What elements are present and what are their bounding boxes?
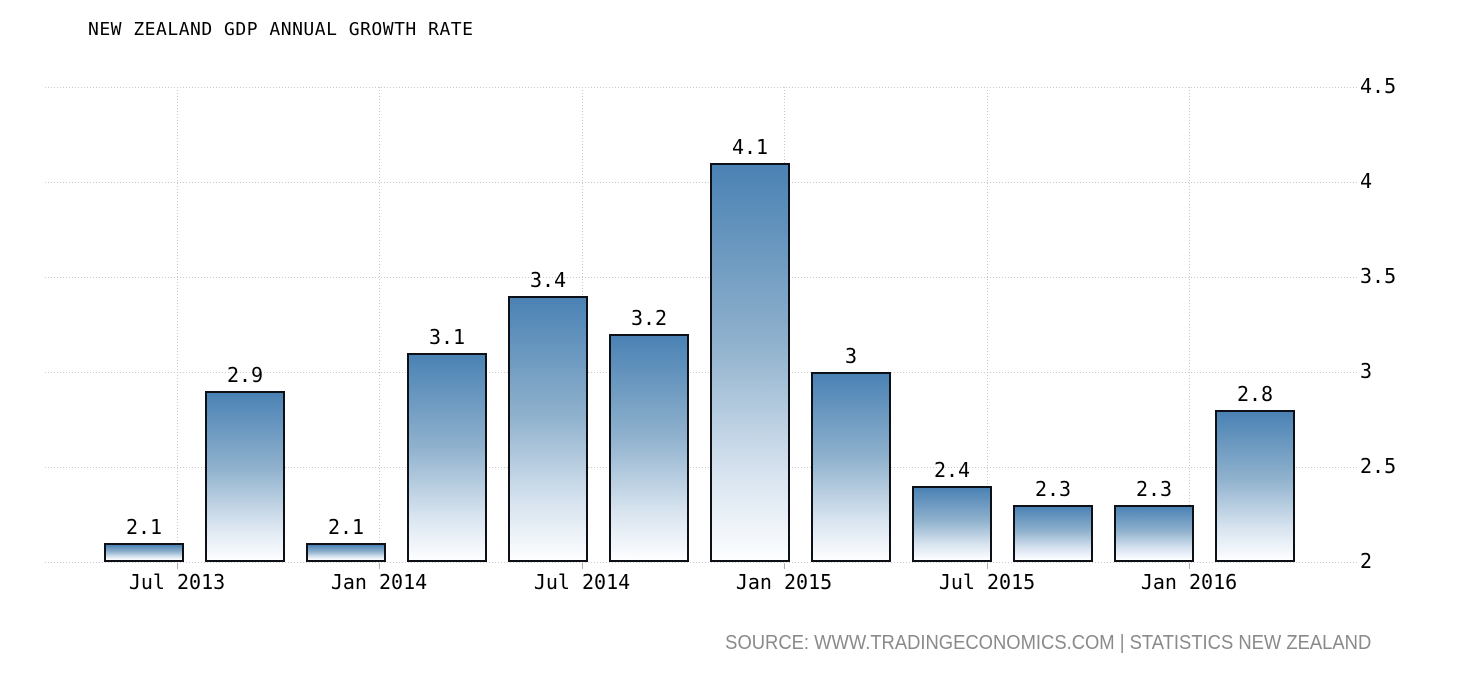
vertical-gridline bbox=[379, 87, 380, 563]
bar-value-label: 2.1 bbox=[327, 515, 365, 539]
x-axis-tick-label: Jul 2013 bbox=[128, 570, 226, 594]
bar bbox=[306, 543, 386, 562]
x-axis-tick bbox=[379, 563, 380, 569]
x-axis-tick-label: Jan 2016 bbox=[1140, 570, 1238, 594]
bar bbox=[710, 163, 790, 562]
bar bbox=[407, 353, 487, 562]
bar bbox=[912, 486, 992, 562]
y-axis-tick-label: 2.5 bbox=[1360, 454, 1397, 478]
y-axis-tick-label: 4 bbox=[1360, 169, 1373, 193]
x-axis-tick bbox=[582, 563, 583, 569]
x-axis-tick bbox=[177, 563, 178, 569]
bar-value-label: 2.3 bbox=[1135, 477, 1173, 501]
x-axis-tick-label: Jul 2015 bbox=[938, 570, 1036, 594]
bar-value-label: 2.1 bbox=[125, 515, 163, 539]
bar bbox=[1215, 410, 1295, 562]
bar bbox=[508, 296, 588, 562]
chart-title: NEW ZEALAND GDP ANNUAL GROWTH RATE bbox=[88, 19, 474, 40]
y-axis-tick-label: 3.5 bbox=[1360, 264, 1397, 288]
bar bbox=[811, 372, 891, 562]
vertical-gridline bbox=[177, 87, 178, 563]
x-axis-tick-label: Jan 2015 bbox=[735, 570, 833, 594]
bar-value-label: 2.8 bbox=[1236, 382, 1274, 406]
y-axis-tick-label: 4.5 bbox=[1360, 74, 1397, 98]
horizontal-gridline bbox=[45, 182, 1357, 183]
bar-value-label: 2.9 bbox=[226, 363, 264, 387]
x-axis-tick-label: Jan 2014 bbox=[330, 570, 428, 594]
bar-value-label: 2.4 bbox=[933, 458, 971, 482]
vertical-gridline bbox=[987, 87, 988, 563]
horizontal-gridline bbox=[45, 277, 1357, 278]
bar-value-label: 4.1 bbox=[731, 135, 769, 159]
bar-value-label: 3.4 bbox=[529, 268, 567, 292]
y-axis-tick-label: 2 bbox=[1360, 549, 1373, 573]
horizontal-gridline bbox=[45, 562, 1357, 563]
x-axis-tick bbox=[1189, 563, 1190, 569]
horizontal-gridline bbox=[45, 87, 1357, 88]
bar-value-label: 3.1 bbox=[428, 325, 466, 349]
x-axis-tick bbox=[784, 563, 785, 569]
x-axis-tick-label: Jul 2014 bbox=[533, 570, 631, 594]
y-axis-tick-label: 3 bbox=[1360, 359, 1373, 383]
bar-value-label: 3 bbox=[844, 344, 858, 368]
bar bbox=[205, 391, 285, 562]
x-axis-tick bbox=[987, 563, 988, 569]
source-attribution: SOURCE: WWW.TRADINGECONOMICS.COM | STATI… bbox=[724, 632, 1371, 654]
bar-value-label: 3.2 bbox=[630, 306, 668, 330]
horizontal-gridline bbox=[45, 467, 1357, 468]
vertical-gridline bbox=[1189, 87, 1190, 563]
bar bbox=[104, 543, 184, 562]
bar bbox=[1013, 505, 1093, 562]
horizontal-gridline bbox=[45, 372, 1357, 373]
bar-value-label: 2.3 bbox=[1034, 477, 1072, 501]
bar bbox=[609, 334, 689, 562]
bar bbox=[1114, 505, 1194, 562]
